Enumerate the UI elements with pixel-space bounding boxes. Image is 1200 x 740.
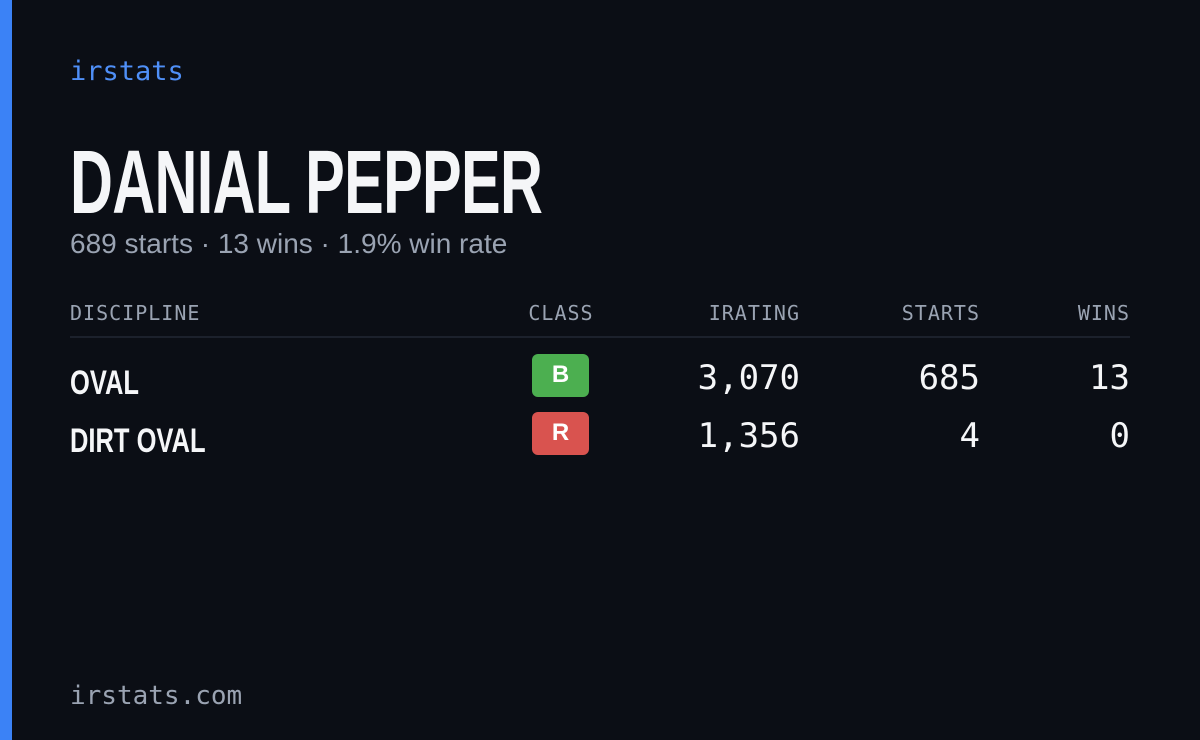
starts: 685 [918,358,980,398]
wins: 13 [1089,358,1130,398]
driver-name: DANIAL PEPPER [70,133,543,233]
class-badge: R [532,412,589,455]
discipline: OVAL [70,364,139,402]
irating: 3,070 [697,358,800,398]
wins: 0 [1109,416,1130,456]
class-badge: B [532,354,589,397]
column-header: CLASS [528,301,594,325]
column-header: WINS [1077,301,1130,325]
column-header: IRATING [708,301,800,325]
header-rule [70,336,1130,338]
accent-strip [0,0,12,740]
column-header: DISCIPLINE [70,301,201,325]
discipline: DIRT OVAL [70,422,206,460]
summary: 689 starts · 13 wins · 1.9% win rate [70,228,508,259]
footer-url: irstats.com [70,681,243,711]
brand: irstats [70,56,184,87]
column-header: STARTS [901,301,980,325]
starts: 4 [959,416,980,456]
irating: 1,356 [697,416,800,456]
